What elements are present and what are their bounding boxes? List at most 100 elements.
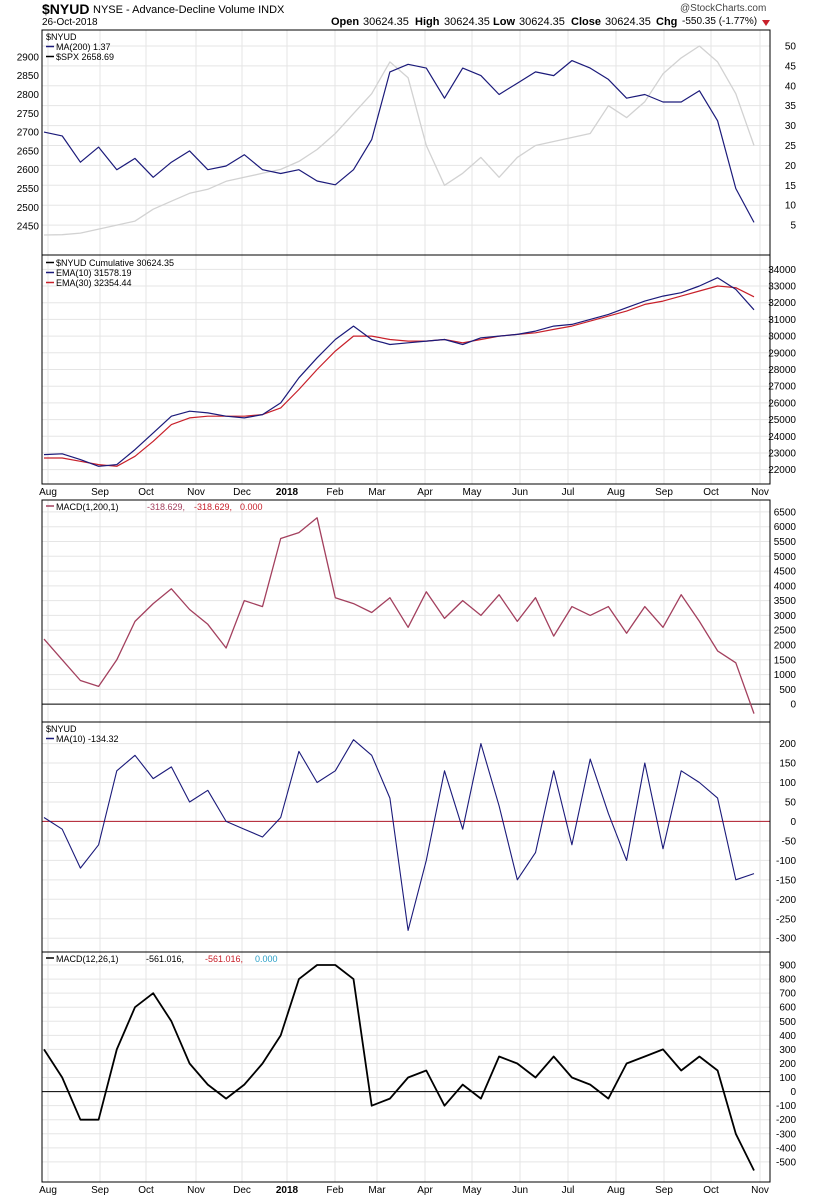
legend-ma200: MA(200) 1.37 <box>56 42 111 52</box>
x-tick-label-5-3: Nov <box>187 1185 205 1196</box>
right-tick-label-5-8: 100 <box>779 1073 796 1084</box>
x-tick-label-2-7: Mar <box>368 487 386 498</box>
right-tick-label-4-2: 100 <box>779 778 796 789</box>
x-tick-label-5-5: 2018 <box>276 1185 299 1196</box>
symbol-title: $NYUD <box>42 1 90 17</box>
right-tick-label-3-2: 5500 <box>774 537 797 548</box>
chart-date: 26-Oct-2018 <box>42 17 98 28</box>
right-tick-label-5-3: 600 <box>779 1003 796 1014</box>
right-tick-label-1-1: 45 <box>785 61 797 72</box>
right-tick-label-3-1: 6000 <box>774 522 797 533</box>
x-tick-label-5-10: Jun <box>512 1185 528 1196</box>
right-tick-label-5-14: -500 <box>776 1157 796 1168</box>
series-line-1-$NYUD <box>43 59 755 223</box>
right-tick-label-1-0: 50 <box>785 41 797 52</box>
open-value: 30624.35 <box>363 16 409 28</box>
right-tick-label-4-3: 50 <box>785 797 797 808</box>
right-tick-label-3-11: 1000 <box>774 670 797 681</box>
close-value: 30624.35 <box>605 16 651 28</box>
series-line-2-EMA(30) <box>44 285 755 467</box>
right-tick-label-2-9: 25000 <box>768 415 796 426</box>
legend-macd-long-value2: -318.629, <box>194 502 232 512</box>
right-tick-label-5-5: 400 <box>779 1031 796 1042</box>
right-tick-label-5-6: 300 <box>779 1045 796 1056</box>
right-tick-label-3-0: 6500 <box>774 507 797 518</box>
x-tick-label-5-4: Dec <box>233 1185 251 1196</box>
left-tick-label-1-5: 2650 <box>17 146 40 157</box>
left-tick-label-1-4: 2700 <box>17 128 40 139</box>
high-label: High <box>415 16 440 28</box>
legend-macd-short: MACD(12,26,1) <box>56 954 119 964</box>
series-line-1-$SPX <box>43 45 755 236</box>
right-tick-label-3-3: 5000 <box>774 552 797 563</box>
right-tick-label-1-2: 40 <box>785 81 797 92</box>
x-tick-label-5-14: Oct <box>703 1185 719 1196</box>
series-line-5-MACD(12,26,1) <box>43 964 755 1171</box>
right-tick-label-4-9: -250 <box>776 914 796 925</box>
x-tick-label-2-10: Jun <box>512 487 528 498</box>
left-tick-label-1-2: 2800 <box>17 90 40 101</box>
legend-macd-short-value3: 0.000 <box>255 954 278 964</box>
right-tick-label-2-0: 34000 <box>768 265 796 276</box>
x-tick-label-2-8: Apr <box>417 487 433 498</box>
chg-value: -550.35 (-1.77%) <box>682 16 758 27</box>
right-tick-label-5-13: -400 <box>776 1143 796 1154</box>
legend-macd-short-value2: -561.016, <box>205 954 243 964</box>
x-tick-label-2-3: Nov <box>187 487 205 498</box>
right-tick-label-1-5: 25 <box>785 141 797 152</box>
open-label: Open <box>331 16 360 28</box>
right-tick-label-5-7: 200 <box>779 1059 796 1070</box>
x-tick-label-2-5: 2018 <box>276 487 299 498</box>
right-tick-label-2-12: 22000 <box>768 465 796 476</box>
low-label: Low <box>493 16 515 28</box>
right-tick-label-1-6: 20 <box>785 161 797 172</box>
legend-macd-long-value1: -318.629, <box>147 502 185 512</box>
right-tick-label-3-9: 2000 <box>774 641 797 652</box>
panel-frame-macd-long <box>41 499 771 723</box>
legend-macd-short-value1: -561.016, <box>146 954 184 964</box>
x-tick-label-2-2: Oct <box>138 487 154 498</box>
right-tick-label-2-3: 31000 <box>768 315 796 326</box>
right-tick-label-3-7: 3000 <box>774 611 797 622</box>
right-tick-label-3-13: 0 <box>790 700 796 711</box>
series-line-2-EMA(10) <box>43 277 755 467</box>
legend-cumulative: $NYUD Cumulative 30624.35 <box>56 258 174 268</box>
x-tick-label-2-12: Aug <box>607 487 625 498</box>
x-tick-label-5-1: Sep <box>91 1185 109 1196</box>
right-tick-label-4-8: -200 <box>776 895 796 906</box>
right-tick-label-4-7: -150 <box>776 875 796 886</box>
right-tick-label-2-4: 30000 <box>768 332 796 343</box>
x-tick-label-2-14: Oct <box>703 487 719 498</box>
panel-frame-price <box>41 29 771 256</box>
right-tick-label-3-8: 2500 <box>774 626 797 637</box>
x-tick-label-2-0: Aug <box>39 487 57 498</box>
right-tick-label-3-6: 3500 <box>774 596 797 607</box>
legend-nyud: $NYUD <box>46 32 77 42</box>
x-tick-label-2-1: Sep <box>91 487 109 498</box>
right-tick-label-2-7: 27000 <box>768 382 796 393</box>
x-tick-label-5-12: Aug <box>607 1185 625 1196</box>
right-tick-label-5-9: 0 <box>790 1087 796 1098</box>
watermark: @StockCharts.com <box>680 3 767 14</box>
x-tick-label-5-11: Jul <box>562 1185 575 1196</box>
right-tick-label-5-4: 500 <box>779 1017 796 1028</box>
legend-macd-long-value3: 0.000 <box>240 502 263 512</box>
left-tick-label-1-1: 2850 <box>17 71 40 82</box>
right-tick-label-1-8: 10 <box>785 201 797 212</box>
legend-ema30: EMA(30) 32354.44 <box>56 278 132 288</box>
right-tick-label-3-10: 1500 <box>774 655 797 666</box>
right-tick-label-1-4: 30 <box>785 121 797 132</box>
right-tick-label-4-6: -100 <box>776 856 796 867</box>
x-tick-label-5-13: Sep <box>655 1185 673 1196</box>
x-tick-label-2-15: Nov <box>751 487 769 498</box>
right-tick-label-2-1: 33000 <box>768 282 796 293</box>
right-tick-label-2-2: 32000 <box>768 298 796 309</box>
right-tick-label-3-5: 4000 <box>774 581 797 592</box>
right-tick-label-1-3: 35 <box>785 101 797 112</box>
right-tick-label-4-10: -300 <box>776 934 796 945</box>
x-tick-label-5-0: Aug <box>39 1185 57 1196</box>
right-tick-label-4-0: 200 <box>779 739 796 750</box>
high-value: 30624.35 <box>444 16 490 28</box>
panel-frame-macd-short <box>41 951 771 1183</box>
